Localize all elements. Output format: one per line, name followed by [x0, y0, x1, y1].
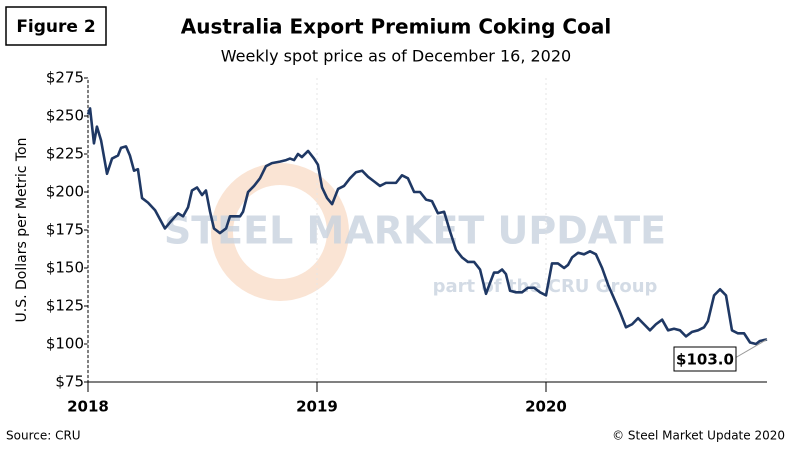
x-tick-label: 2019	[296, 398, 338, 416]
x-tick-label: 2018	[67, 398, 109, 416]
source-note: Source: CRU	[6, 429, 81, 443]
copyright: © Steel Market Update 2020	[612, 429, 785, 443]
y-tick-label: $75	[55, 373, 84, 391]
y-tick-label: $200	[46, 183, 84, 201]
chart-subtitle: Weekly spot price as of December 16, 202…	[221, 47, 571, 66]
figure-box	[5, 6, 107, 46]
y-axis-label: U.S. Dollars per Metric Ton	[14, 138, 30, 323]
figure-label: Figure 2	[16, 17, 95, 37]
callout-label: $103.0	[676, 351, 734, 369]
y-tick-label: $150	[46, 259, 84, 277]
watermark-brand: STEEL MARKET UPDATE	[164, 209, 666, 253]
y-tick-label: $275	[46, 69, 84, 87]
watermark-tagline: part of the CRU Group	[433, 276, 658, 297]
chart-title: Australia Export Premium Coking Coal	[181, 15, 611, 39]
y-tick-label: $250	[46, 107, 84, 125]
price-line	[86, 107, 768, 346]
x-tick-label: 2020	[525, 398, 567, 416]
y-tick-label: $125	[46, 297, 84, 315]
y-tick-label: $225	[46, 145, 84, 163]
callout-leader	[734, 339, 768, 359]
y-tick-label: $175	[46, 221, 84, 239]
y-tick-label: $100	[46, 335, 84, 353]
callout-box	[673, 346, 737, 372]
